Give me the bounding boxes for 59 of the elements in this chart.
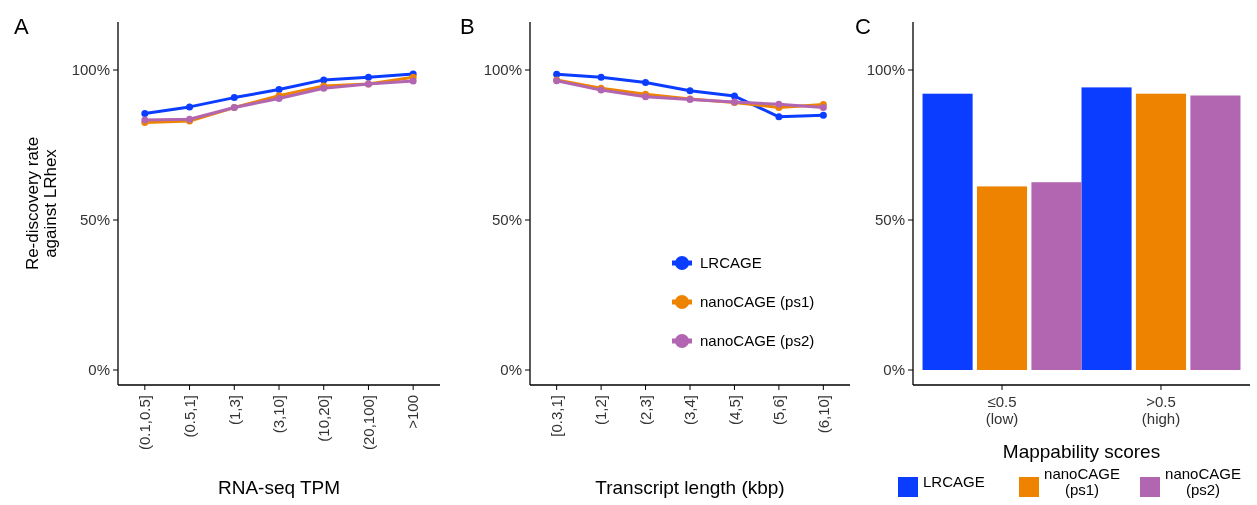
x-tick-label: (2,3]: [636, 395, 654, 426]
x-tick-label: (1,2]: [592, 395, 610, 426]
chart-title: B: [460, 14, 475, 39]
point: [597, 73, 605, 81]
point: [775, 113, 783, 121]
x-tick-label: (5,6]: [770, 395, 788, 426]
point: [730, 92, 738, 100]
point: [819, 111, 827, 119]
x-tick-label: (0.1,0.5]: [136, 395, 154, 451]
point: [364, 73, 372, 81]
point: [642, 79, 650, 87]
x-tick-label: (10,20]: [314, 395, 332, 442]
x-axis-title: RNA-seq TPM: [217, 477, 341, 498]
y-axis-title: Re-discovery rate against LRhex: [23, 136, 60, 271]
point: [320, 76, 328, 84]
x-tick-label: (6,10]: [814, 395, 832, 434]
x-tick-label: ≤0.5 (low): [985, 393, 1019, 427]
y-tick-label: 0%: [88, 361, 110, 379]
x-tick-label: (1,3]: [225, 395, 243, 426]
x-tick-label: (4,5]: [725, 395, 743, 426]
legend-label: nanoCAGE (ps2): [700, 332, 815, 350]
bar: [1190, 95, 1241, 370]
chart-title: A: [14, 14, 29, 39]
x-tick-label: (3,10]: [270, 395, 288, 434]
x-tick-label: (20,100]: [359, 395, 377, 451]
legend-label: nanoCAGE (ps2): [1165, 465, 1241, 498]
point: [409, 77, 417, 85]
x-tick-label: (0.5,1]: [180, 395, 198, 438]
y-tick-label: 50%: [79, 211, 110, 229]
bar: [976, 186, 1028, 370]
x-tick-label: [0.3,1]: [547, 395, 565, 437]
point: [275, 86, 283, 93]
point: [686, 87, 694, 95]
point: [141, 110, 149, 117]
y-tick-label: 50%: [491, 211, 522, 229]
bar: [1031, 182, 1082, 370]
y-tick-label: 100%: [483, 61, 522, 79]
y-tick-label: 50%: [874, 211, 905, 229]
point: [775, 100, 783, 108]
point: [553, 70, 561, 78]
point: [230, 94, 238, 102]
x-axis-title: Mappability scores: [1002, 441, 1161, 462]
x-tick-label: >100: [404, 395, 422, 429]
y-tick-label: 100%: [866, 61, 905, 79]
y-tick-label: 0%: [883, 361, 905, 379]
x-tick-label: (3,4]: [681, 395, 699, 426]
chart-title: C: [855, 14, 871, 39]
legend-label: nanoCAGE (ps1): [700, 293, 815, 311]
y-tick-label: 100%: [71, 61, 110, 79]
bar: [1081, 87, 1132, 370]
y-tick-label: 0%: [500, 361, 522, 379]
legend-label: LRCAGE: [700, 254, 762, 272]
bar: [1135, 93, 1187, 370]
x-axis-title: Transcript length (kbp): [595, 477, 785, 498]
legend-label: LRCAGE: [923, 473, 985, 490]
x-tick-label: >0.5 (high): [1141, 393, 1181, 427]
legend-label: nanoCAGE (ps1): [1044, 465, 1120, 498]
bar: [922, 93, 973, 370]
point: [186, 103, 194, 111]
